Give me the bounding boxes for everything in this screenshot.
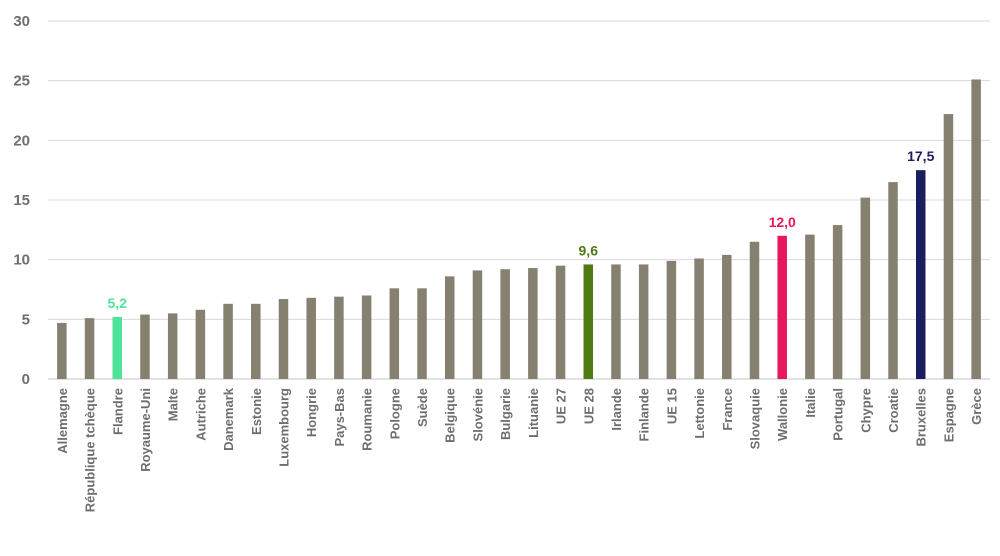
bar-autriche — [195, 309, 206, 379]
x-tick-label-france: France — [720, 388, 735, 431]
bar-royaume-uni — [140, 314, 150, 379]
data-label-bruxelles: 17,5 — [907, 148, 934, 164]
bar-luxembourg — [278, 299, 289, 379]
x-tick-label-malte: Malte — [166, 388, 181, 421]
x-tick-label-autriche: Autriche — [193, 388, 208, 441]
x-tick-label-slovaquie: Slovaquie — [748, 388, 763, 449]
data-label-wallonie: 12,0 — [769, 214, 796, 230]
bar-allemagne — [57, 322, 67, 379]
x-tick-label-slovenie: Slovénie — [470, 388, 485, 441]
x-tick-label-ue-15: UE 15 — [664, 388, 679, 424]
x-tick-label-portugal: Portugal — [831, 388, 846, 441]
x-tick-label-ue-27: UE 27 — [554, 388, 569, 424]
bar-ue-28 — [583, 264, 594, 379]
bar-espagne — [943, 114, 954, 379]
x-tick-label-suede: Suède — [415, 388, 430, 427]
bar-estonie — [251, 303, 261, 379]
x-tick-label-lettonie: Lettonie — [692, 388, 707, 439]
x-tick-label-roumanie: Roumanie — [360, 388, 375, 451]
bar-pays-bas — [334, 296, 344, 379]
x-tick-label-pays-bas: Pays-Bas — [332, 388, 347, 447]
x-tick-label-estonie: Estonie — [249, 388, 264, 435]
bar-portugal — [832, 225, 843, 379]
bar-ue-15 — [666, 260, 677, 379]
bar-finlande — [638, 264, 649, 379]
x-tick-label-wallonie: Wallonie — [775, 388, 790, 441]
bar-republique-tcheque — [84, 318, 95, 379]
y-tick-label: 5 — [22, 311, 30, 328]
x-tick-label-irlande: Irlande — [609, 388, 624, 431]
data-label-flandre: 5,2 — [108, 295, 128, 311]
bar-irlande — [611, 264, 621, 379]
x-tick-label-espagne: Espagne — [941, 388, 956, 442]
x-tick-label-lituanie: Lituanie — [526, 388, 541, 438]
x-tick-label-flandre: Flandre — [110, 388, 125, 435]
bar-malte — [167, 313, 178, 379]
bar-lettonie — [694, 258, 704, 379]
bar-chypre — [860, 197, 871, 379]
bar-roumanie — [361, 295, 372, 379]
data-labels: 5,2 9,6 12,0 17,5 — [108, 148, 935, 311]
bar-lituanie — [528, 268, 538, 379]
y-tick-label: 20 — [13, 132, 30, 149]
bar-flandre — [112, 316, 123, 379]
bar-france — [722, 254, 732, 379]
bar-suede — [417, 288, 427, 379]
x-tick-label-grece: Grèce — [969, 388, 984, 425]
x-tick-label-finlande: Finlande — [637, 388, 652, 441]
bar-grece — [971, 79, 981, 380]
y-tick-label: 25 — [13, 73, 30, 90]
y-tick-label: 15 — [13, 192, 30, 209]
y-tick-label: 0 — [22, 371, 30, 388]
bar-hongrie — [306, 297, 316, 379]
bar-bulgarie — [500, 269, 510, 379]
y-axis-ticks: 0 5 10 15 20 25 30 — [13, 13, 30, 388]
x-tick-label-hongrie: Hongrie — [304, 388, 319, 437]
y-tick-label: 10 — [13, 252, 30, 269]
bar-belgique — [444, 276, 455, 379]
gridlines — [48, 20, 990, 380]
x-tick-label-italie: Italie — [803, 388, 818, 418]
bar-slovenie — [472, 270, 483, 379]
x-tick-label-bruxelles: Bruxelles — [914, 388, 929, 447]
bar-ue-27 — [555, 265, 566, 379]
x-tick-label-danemark: Danemark — [221, 387, 236, 451]
bar-italie — [805, 234, 815, 379]
x-axis-labels: Allemagne République tchèque Flandre Royaum… — [55, 387, 984, 512]
x-tick-label-pologne: Pologne — [387, 388, 402, 439]
bar-wallonie — [777, 235, 787, 379]
x-tick-label-royaume-uni: Royaume-Uni — [138, 388, 153, 472]
bar-slovaquie — [749, 241, 760, 379]
bar-bruxelles — [915, 170, 926, 379]
x-tick-label-chypre: Chypre — [858, 388, 873, 433]
bar-danemark — [223, 303, 233, 379]
bar-croatie — [888, 182, 898, 379]
x-tick-label-allemagne: Allemagne — [55, 388, 70, 454]
x-tick-label-luxembourg: Luxembourg — [277, 388, 292, 467]
data-label-ue-28: 9,6 — [579, 242, 599, 258]
y-tick-label: 30 — [13, 13, 30, 30]
bar-pologne — [389, 288, 400, 379]
x-tick-label-republique-tcheque: République tchèque — [83, 388, 98, 512]
bars — [57, 79, 981, 380]
x-tick-label-croatie: Croatie — [886, 388, 901, 433]
x-tick-label-ue-28: UE 28 — [581, 388, 596, 424]
x-tick-label-belgique: Belgique — [443, 388, 458, 443]
x-tick-label-bulgarie: Bulgarie — [498, 388, 513, 440]
